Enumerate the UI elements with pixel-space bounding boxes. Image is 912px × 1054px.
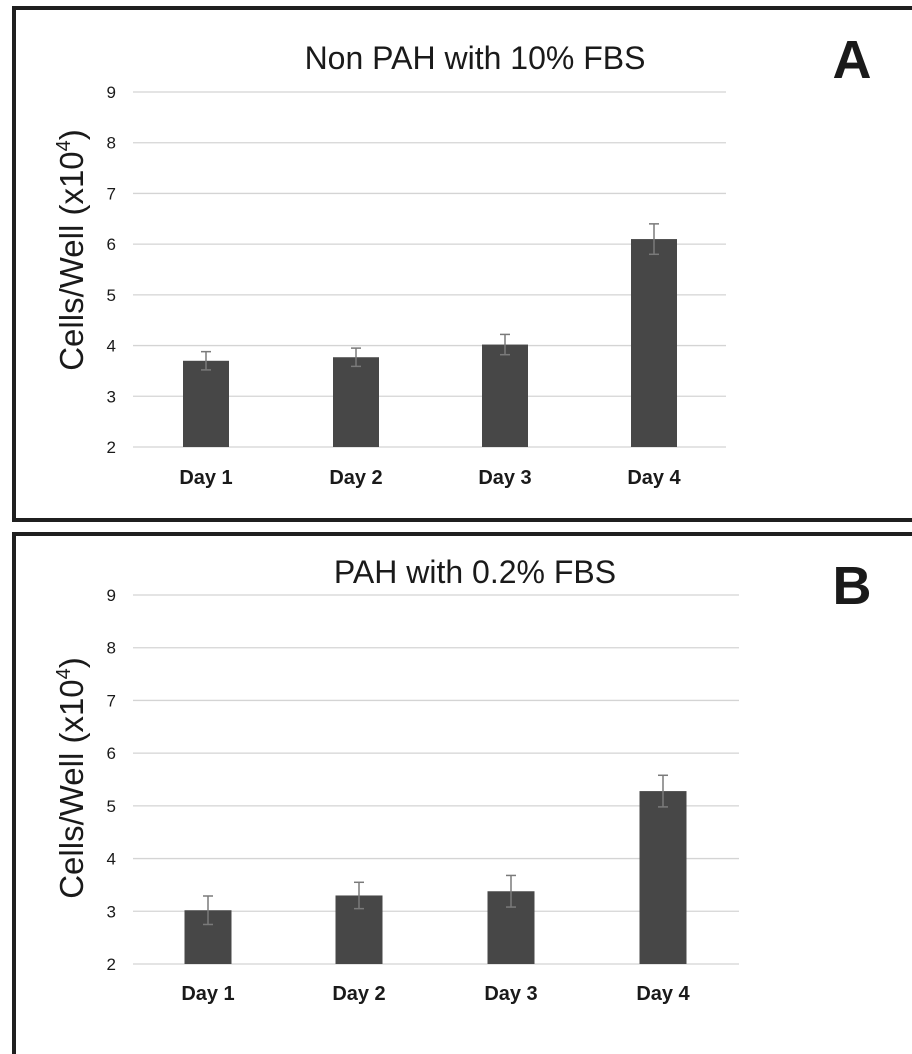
bar — [183, 360, 229, 447]
y-tick-label: 2 — [107, 438, 116, 457]
y-tick-label: 5 — [107, 797, 116, 816]
chart-title: PAH with 0.2% FBS — [334, 554, 616, 590]
x-tick-label: Day 3 — [484, 983, 537, 1005]
y-tick-label: 4 — [107, 850, 116, 869]
y-axis-label-text: Cells/Well (x10 — [53, 679, 90, 898]
y-axis-label: Cells/Well (x104) — [53, 129, 90, 371]
bar — [482, 344, 528, 447]
y-tick-label: 6 — [107, 744, 116, 763]
bar — [631, 239, 677, 447]
y-axis-label-text: Cells/Well (x10 — [53, 151, 90, 370]
y-tick-label: 3 — [107, 387, 116, 406]
panel-label: B — [833, 556, 872, 616]
y-tick-label: 7 — [107, 184, 116, 203]
x-tick-label: Day 4 — [627, 467, 681, 489]
y-axis-label-exponent: 4 — [53, 668, 75, 679]
bar-chart-a: Non PAH with 10% FBS A Cells/Well (x104)… — [53, 30, 872, 489]
y-tick-label: 8 — [107, 639, 116, 658]
plot-area: 2 3 4 5 6 7 8 9 Day 1 Day 2 Day 3 Day 4 — [107, 83, 726, 489]
chart-panel-a: Non PAH with 10% FBS A Cells/Well (x104)… — [12, 6, 912, 522]
x-tick-label: Day 4 — [636, 983, 690, 1005]
plot-area: 2 3 4 5 6 7 8 9 Day 1 Day 2 Day 3 Day 4 — [107, 586, 739, 1005]
y-tick-label: 5 — [107, 286, 116, 305]
y-axis-label: Cells/Well (x104) — [53, 657, 90, 899]
bar — [333, 357, 379, 447]
x-tick-label: Day 1 — [181, 983, 234, 1005]
y-tick-label: 9 — [107, 586, 116, 605]
chart-title: Non PAH with 10% FBS — [305, 40, 646, 76]
bar — [639, 791, 687, 964]
y-tick-label: 8 — [107, 134, 116, 153]
y-axis-label-close: ) — [53, 657, 90, 668]
y-tick-label: 7 — [107, 691, 116, 710]
x-tick-label: Day 2 — [329, 467, 382, 489]
y-tick-label: 3 — [107, 902, 116, 921]
y-tick-label: 4 — [107, 337, 116, 356]
x-tick-label: Day 2 — [332, 983, 385, 1005]
bar-chart-b: PAH with 0.2% FBS B Cells/Well (x104) 23… — [53, 554, 872, 1005]
y-axis-label-close: ) — [53, 129, 90, 140]
y-tick-label: 6 — [107, 235, 116, 254]
y-tick-label: 2 — [107, 955, 116, 974]
panel-label: A — [833, 30, 872, 90]
y-tick-label: 9 — [107, 83, 116, 102]
x-tick-label: Day 1 — [179, 467, 232, 489]
y-axis-label-exponent: 4 — [53, 140, 75, 151]
x-tick-label: Day 3 — [478, 467, 531, 489]
